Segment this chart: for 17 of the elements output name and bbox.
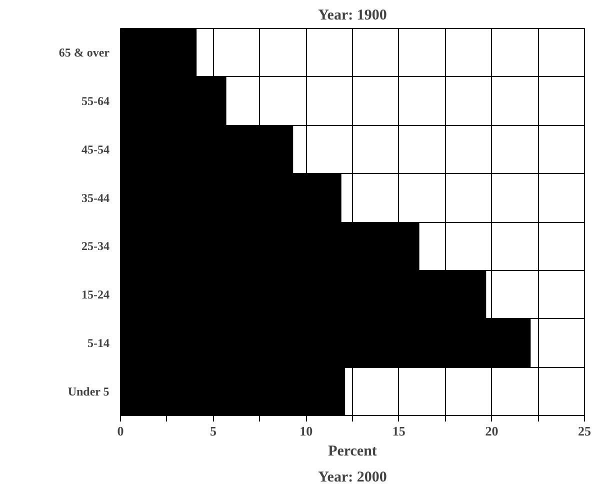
x-tick-label: 0 xyxy=(117,424,124,438)
y-tick-label: 35-44 xyxy=(82,190,110,205)
y-tick-label: 65 & over xyxy=(58,46,110,60)
x-tick-label: 25 xyxy=(578,424,592,438)
x-tick-label: 20 xyxy=(485,424,498,438)
y-tick-label: 25-34 xyxy=(82,239,110,254)
y-tick-label: 5-14 xyxy=(88,336,110,350)
x-tick-label: 10 xyxy=(300,424,313,438)
y-tick-label: Under 5 xyxy=(68,384,110,398)
y-tick-label: 55-64 xyxy=(82,94,110,108)
y-tick-label: 15-24 xyxy=(82,288,110,302)
text: Year: 2000 xyxy=(318,470,387,486)
y-tick-label: 45-54 xyxy=(82,142,110,156)
x-axis-title: Percent xyxy=(328,444,377,460)
chart-title: Year: 1900 xyxy=(318,8,387,24)
x-tick-label: 15 xyxy=(392,424,406,438)
x-tick-label: 5 xyxy=(210,424,218,438)
